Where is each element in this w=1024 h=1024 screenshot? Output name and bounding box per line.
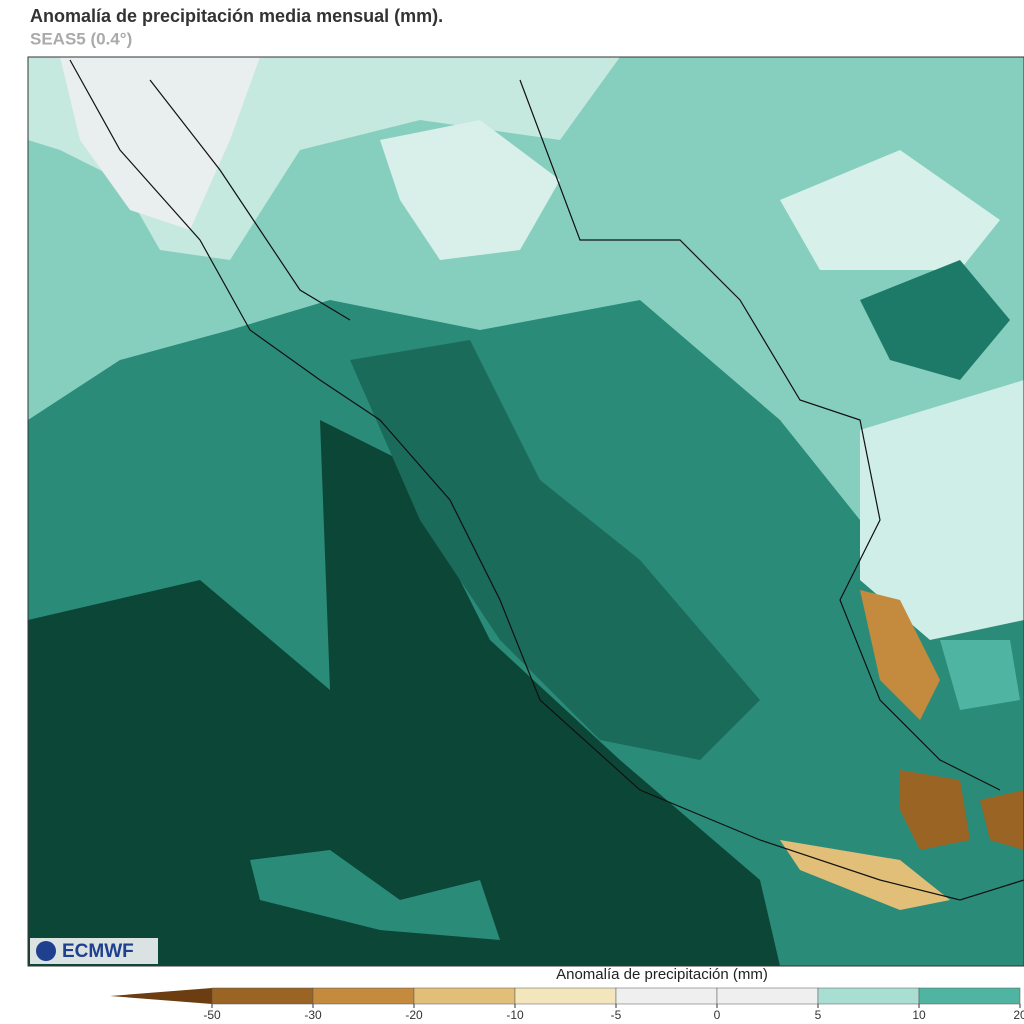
colorbar-tick-label: -30	[304, 1008, 322, 1022]
colorbar-segment	[716, 987, 819, 1005]
colorbar-tick-label: 10	[912, 1008, 926, 1022]
colorbar-tick-label: 5	[815, 1008, 822, 1022]
colorbar-segment	[918, 987, 1021, 1005]
colorbar-segment	[211, 987, 314, 1005]
colorbar-tick-label: -50	[203, 1008, 221, 1022]
colorbar-tick-label: -5	[611, 1008, 622, 1022]
colorbar-segment	[312, 987, 415, 1005]
colorbar-segment	[514, 987, 617, 1005]
map: ECMWF	[27, 56, 1024, 967]
colorbar-segment	[413, 987, 516, 1005]
subtitle: SEAS5 (0.4°)	[30, 29, 132, 48]
title: Anomalía de precipitación media mensual …	[30, 6, 443, 26]
colorbar-extension	[110, 988, 212, 1004]
colorbar-label: Anomalía de precipitación (mm)	[556, 966, 768, 983]
colorbar-segment	[817, 987, 920, 1005]
colorbar-tick-label: 20	[1013, 1008, 1024, 1022]
colorbar-tick-label: -10	[506, 1008, 524, 1022]
colorbar-segment	[615, 987, 718, 1005]
logo: ECMWF	[62, 941, 134, 962]
colorbar-tick-label: -20	[405, 1008, 423, 1022]
colorbar-tick-label: 0	[714, 1008, 721, 1022]
colorbar: -50 -30 -20 -10 -5 0 5 10 20	[110, 987, 1024, 1022]
